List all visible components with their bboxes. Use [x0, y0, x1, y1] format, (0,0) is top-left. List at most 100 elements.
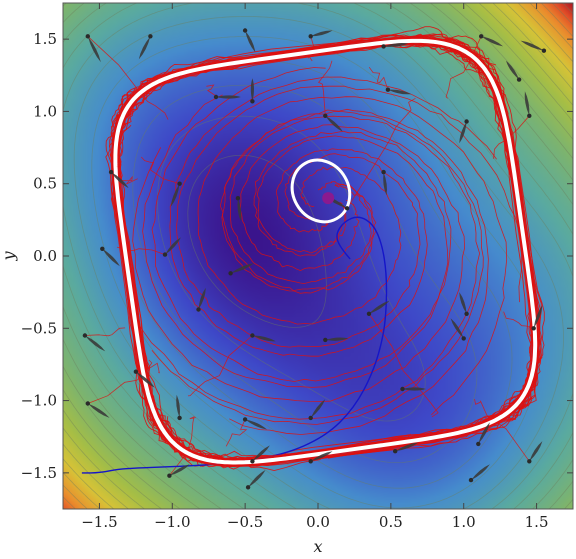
vector-arrow	[85, 401, 110, 418]
noisy-trajectory	[141, 156, 180, 185]
vector-arrow	[479, 34, 504, 47]
noisy-trajectory	[176, 85, 523, 348]
vector-arrow	[323, 337, 349, 343]
vector-arrow	[400, 386, 426, 392]
noisy-trajectory	[368, 66, 389, 90]
noisy-trajectory	[368, 313, 439, 418]
x-tick-label: 0.0	[306, 513, 330, 531]
fixed-point-marker	[322, 192, 335, 205]
contour-line	[562, 3, 573, 14]
noisy-trajectory	[503, 311, 534, 329]
vector-arrow	[82, 333, 106, 352]
noisy-trajectory	[142, 94, 452, 388]
vector-arrow	[133, 369, 155, 388]
noisy-trajectory	[151, 111, 484, 425]
contour-lines	[63, 3, 573, 509]
vector-arrow	[459, 119, 469, 144]
noisy-trajectory	[346, 97, 416, 209]
noisy-trajectory	[474, 399, 530, 462]
vector-arrow	[250, 78, 255, 104]
y-tick-label: −1.0	[21, 392, 57, 410]
contour-line	[63, 3, 573, 509]
vector-arrow	[167, 464, 190, 478]
contour-line	[63, 3, 573, 509]
noisy-trajectory	[136, 115, 481, 420]
contour-line	[63, 3, 573, 509]
vector-arrow	[381, 169, 387, 196]
y-tick-label: 0.0	[33, 247, 57, 265]
single-trajectory	[81, 216, 388, 474]
vector-arrow	[242, 28, 256, 53]
vector-arrow	[176, 394, 182, 421]
vector-arrow	[85, 34, 101, 63]
x-tick-label: −1.5	[81, 513, 117, 531]
x-tick-label: 1.5	[525, 513, 549, 531]
x-tick-label: 1.0	[452, 513, 476, 531]
y-tick-label: 1.0	[33, 102, 57, 120]
vector-arrow	[308, 451, 333, 464]
small-limit-cycle	[290, 158, 352, 224]
noisy-trajectory	[151, 67, 449, 382]
vector-arrow	[393, 442, 419, 454]
vector-arrow	[213, 94, 241, 100]
vector-arrow	[520, 40, 547, 53]
axis-ticks: −1.5 −1.0 −0.5 0.0 0.5 1.0 1.5 −1.5 −1.0 −0.5 0.0 0…	[21, 3, 573, 531]
noisy-trajectory	[169, 76, 497, 357]
vector-arrow	[468, 464, 490, 483]
fixed-point	[322, 192, 335, 205]
vector-arrow	[100, 246, 120, 267]
vector-arrow	[385, 87, 412, 95]
vector-arrow	[245, 470, 266, 490]
vector-arrow	[170, 181, 182, 207]
noisy-trajectory	[87, 36, 169, 120]
noisy-trajectory	[317, 60, 333, 116]
vector-arrow	[381, 42, 409, 49]
vector-arrow	[196, 287, 206, 312]
vector-arrow	[308, 30, 333, 39]
y-tick-label: −1.5	[21, 464, 57, 482]
contour-line	[63, 3, 573, 509]
vector-arrow	[450, 318, 466, 341]
vector-arrow	[323, 113, 343, 132]
vector-arrow	[242, 417, 267, 430]
contour-line	[63, 3, 573, 509]
vector-arrow	[235, 196, 242, 222]
noisy-trajectory	[445, 36, 482, 99]
y-axis-label: y	[0, 251, 18, 262]
large-limit-cycle	[113, 38, 538, 465]
noisy-trajectory	[219, 108, 489, 435]
vector-arrow	[308, 399, 326, 421]
x-tick-label: −1.0	[154, 513, 190, 531]
contour-line	[157, 115, 426, 422]
x-tick-label: −0.5	[227, 513, 263, 531]
y-tick-label: 0.5	[33, 175, 57, 193]
contour-line	[63, 3, 573, 509]
vector-arrow	[138, 34, 153, 60]
limit-cycles	[110, 36, 540, 467]
contour-line	[187, 154, 327, 328]
noisy-trajectory	[197, 96, 508, 416]
vector-arrow	[527, 441, 543, 464]
contour-line	[63, 3, 573, 509]
vector-arrow	[162, 237, 181, 257]
vector-arrow	[108, 169, 129, 189]
blue-trajectory	[81, 216, 388, 474]
x-axis-label: x	[313, 537, 322, 556]
vector-arrow	[366, 300, 390, 316]
noisy-trajectory	[187, 335, 253, 397]
x-tick-label: 0.5	[379, 513, 403, 531]
contour-line	[63, 3, 573, 509]
vector-arrow	[228, 263, 254, 276]
vector-arrow	[476, 422, 490, 447]
vector-arrow	[459, 292, 469, 316]
y-tick-label: −0.5	[21, 319, 57, 337]
noisy-trajectory	[493, 115, 530, 159]
vector-arrow	[506, 60, 522, 82]
vector-arrow	[531, 305, 543, 331]
noisy-trajectory	[84, 327, 126, 337]
vector-arrow	[524, 91, 532, 119]
vector-arrow	[250, 445, 270, 464]
noisy-trajectory	[87, 359, 153, 404]
y-tick-label: 1.5	[33, 30, 57, 48]
